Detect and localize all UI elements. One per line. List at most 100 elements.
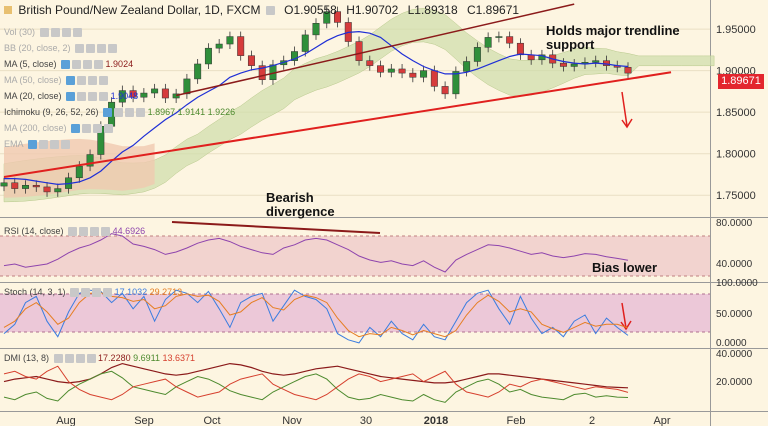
time-tick-label: Nov: [282, 415, 302, 426]
add-icon[interactable]: [136, 108, 146, 118]
eye-icon[interactable]: [39, 28, 49, 38]
eye-icon[interactable]: [66, 76, 76, 86]
chart-title: British Pound/New Zealand Dollar, 1D, FX…: [18, 3, 261, 17]
settings-icon[interactable]: [114, 108, 124, 118]
candle: [559, 62, 567, 67]
rsi-label: RSI (14, close): [4, 226, 64, 236]
candle: [452, 71, 460, 95]
close-icon[interactable]: [93, 124, 103, 134]
add-icon[interactable]: [72, 28, 82, 38]
settings-icon[interactable]: [38, 140, 48, 150]
indicator-row[interactable]: MA (20, close) 1.9048: [4, 91, 139, 102]
subpane-tick-label: 20.0000: [716, 377, 753, 388]
settings-icon[interactable]: [77, 76, 87, 86]
settings-icon[interactable]: [79, 227, 89, 237]
eye-icon[interactable]: [61, 60, 71, 70]
indicator-row[interactable]: Vol (30): [4, 27, 82, 38]
settings-icon[interactable]: [50, 28, 60, 38]
time-tick-label: Apr: [653, 415, 670, 426]
indicator-label: MA (5, close): [4, 59, 57, 69]
down-arrow-icon: [621, 91, 633, 129]
dmi-legend[interactable]: DMI (13, 8) 17.2280 9.6911 13.6371: [4, 353, 195, 364]
candle: [420, 70, 428, 78]
price-tick-label: 1.80000: [716, 149, 756, 161]
candle: [312, 23, 320, 36]
eye-icon[interactable]: [68, 227, 78, 237]
candle: [172, 93, 180, 99]
eye-icon[interactable]: [66, 92, 76, 102]
add-icon[interactable]: [103, 288, 113, 298]
price-axis[interactable]: [710, 0, 768, 426]
indicator-row[interactable]: BB (20, close, 2): [4, 43, 118, 54]
candle: [430, 70, 438, 87]
symbol-flag-icon: [4, 6, 12, 14]
indicator-label: MA (20, close): [4, 91, 62, 101]
add-icon[interactable]: [101, 227, 111, 237]
indicator-row[interactable]: EMA: [4, 139, 70, 150]
settings-icon[interactable]: [72, 60, 82, 70]
indicator-value: 1.9048: [110, 91, 139, 101]
indicator-label: Ichimoku (9, 26, 52, 26): [4, 107, 99, 117]
visibility-toggle-icon[interactable]: [265, 6, 275, 16]
close-icon[interactable]: [97, 44, 107, 54]
close-icon[interactable]: [125, 108, 135, 118]
add-icon[interactable]: [86, 354, 96, 364]
candle: [516, 42, 524, 56]
eye-icon[interactable]: [75, 44, 85, 54]
rsi-divergence-line[interactable]: [171, 221, 381, 234]
time-tick-label: Feb: [507, 415, 526, 426]
settings-icon[interactable]: [64, 354, 74, 364]
candle: [194, 63, 202, 80]
settings-icon[interactable]: [86, 44, 96, 54]
close-icon[interactable]: [61, 28, 71, 38]
close-icon[interactable]: [92, 288, 102, 298]
candle: [22, 185, 29, 189]
add-icon[interactable]: [99, 92, 109, 102]
candle: [11, 182, 19, 189]
settings-icon[interactable]: [77, 92, 87, 102]
close-icon[interactable]: [75, 354, 85, 364]
close-icon[interactable]: [88, 76, 98, 86]
dmi-plus-line: [3, 370, 629, 403]
eye-icon[interactable]: [53, 354, 63, 364]
eye-icon[interactable]: [71, 124, 81, 134]
eye-icon[interactable]: [27, 140, 37, 150]
settings-icon[interactable]: [82, 124, 92, 134]
ohlc-high: H1.90702: [346, 3, 399, 17]
add-icon[interactable]: [94, 60, 104, 70]
indicator-label: MA (50, close): [4, 75, 62, 85]
rsi-legend[interactable]: RSI (14, close) 44.6926: [4, 226, 145, 237]
add-icon[interactable]: [104, 124, 114, 134]
close-icon[interactable]: [83, 60, 93, 70]
indicator-label: EMA: [4, 139, 24, 149]
indicator-value: 1.9024: [105, 59, 134, 69]
indicator-row[interactable]: Ichimoku (9, 26, 52, 26) 1.8967 1.9141 1…: [4, 107, 235, 118]
candle: [215, 43, 223, 49]
add-icon[interactable]: [99, 76, 109, 86]
candle: [409, 72, 417, 78]
chart-header: British Pound/New Zealand Dollar, 1D, FX…: [4, 3, 519, 17]
eye-icon[interactable]: [103, 108, 113, 118]
settings-icon[interactable]: [81, 288, 91, 298]
time-tick-label: Sep: [134, 415, 154, 426]
subpane-tick-label: 50.0000: [716, 309, 753, 320]
down-arrow-icon: [620, 302, 632, 331]
add-icon[interactable]: [108, 44, 118, 54]
subpane-tick-label: 40.0000: [716, 349, 753, 360]
indicator-row[interactable]: MA (50, close): [4, 75, 109, 86]
indicator-row[interactable]: MA (200, close): [4, 123, 114, 134]
close-icon[interactable]: [90, 227, 100, 237]
indicator-row[interactable]: MA (5, close) 1.9024: [4, 59, 134, 70]
close-icon[interactable]: [49, 140, 59, 150]
candle: [398, 68, 406, 74]
candle: [334, 11, 341, 23]
last-price-tag: 1.89671: [718, 74, 764, 89]
close-icon[interactable]: [88, 92, 98, 102]
upper-channel-line[interactable]: [175, 3, 575, 97]
add-icon[interactable]: [60, 140, 70, 150]
stoch-legend[interactable]: Stoch (14, 3, 1) 17.1032 29.2713: [4, 287, 182, 298]
eye-icon[interactable]: [70, 288, 80, 298]
support-trendline[interactable]: [3, 71, 672, 178]
candle: [86, 154, 94, 167]
